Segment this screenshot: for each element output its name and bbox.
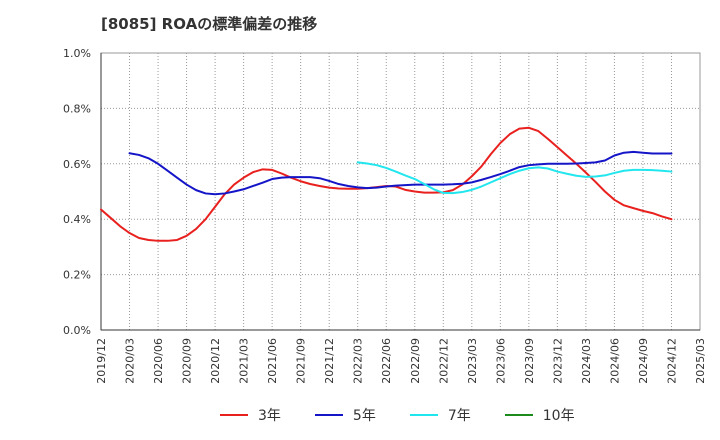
plot-frame [100, 52, 701, 331]
y-tick-label: 1.0% [63, 47, 91, 60]
series-line-5年 [128, 150, 673, 196]
x-tick-label: 2019/12 [95, 338, 108, 384]
x-tick-label: 2022/06 [380, 338, 393, 384]
y-tick-label: 0.6% [63, 158, 91, 171]
x-tick-label: 2022/03 [352, 338, 365, 384]
x-tick-label: 2024/12 [665, 338, 678, 384]
legend-swatch [220, 414, 248, 416]
legend-swatch [314, 414, 343, 416]
x-tick-label: 2020/12 [209, 338, 222, 384]
x-tick-label: 2024/09 [637, 338, 650, 384]
legend-item: 3年 [220, 405, 281, 425]
x-tick-label: 2020/06 [152, 338, 165, 384]
legend-swatch [504, 414, 533, 416]
legend-item: 5年 [314, 405, 376, 425]
chart-title: [8085] ROAの標準偏差の推移 [101, 15, 318, 33]
x-tick-label: 2025/03 [694, 338, 707, 384]
y-tick-label: 0.8% [63, 102, 91, 115]
x-tick-label: 2023/03 [466, 338, 479, 384]
legend-label: 3年 [258, 408, 281, 424]
x-tick-label: 2022/09 [409, 338, 422, 384]
legend-label: 7年 [447, 408, 471, 424]
x-tick-label: 2023/12 [551, 338, 564, 384]
x-tick-label: 2021/03 [238, 338, 251, 384]
series-line-7年 [356, 161, 673, 195]
x-tick-label: 2024/06 [608, 338, 621, 384]
legend-label: 5年 [352, 408, 376, 424]
grid-lines [101, 52, 700, 330]
x-tick-label: 2023/09 [523, 338, 536, 384]
x-tick-label: 2021/06 [266, 338, 279, 384]
x-tick-label: 2020/03 [124, 338, 137, 384]
x-tick-label: 2021/09 [295, 338, 308, 384]
legend-label: 10年 [542, 408, 575, 424]
y-tick-label: 0.0% [63, 324, 91, 337]
series-lines [100, 126, 673, 242]
legend-swatch [409, 414, 438, 416]
legend-item: 10年 [504, 405, 575, 425]
x-tick-label: 2020/09 [181, 338, 194, 384]
x-tick-label: 2024/03 [580, 338, 593, 384]
legend-item: 7年 [409, 405, 471, 425]
x-tick-label: 2022/12 [437, 338, 450, 384]
x-tick-label: 2023/06 [494, 338, 507, 384]
y-tick-label: 0.2% [63, 269, 91, 282]
legend: 3年 5年 7年 10年 [220, 405, 609, 425]
y-tick-label: 0.4% [63, 213, 91, 226]
axes [100, 52, 701, 331]
y-tick-labels: 0.0% 0.2% 0.4% 0.6% 0.8% 1.0% [63, 47, 91, 337]
x-tick-labels: 2019/12 2020/03 2020/06 2020/09 2020/12 2021/… [95, 338, 707, 384]
x-tick-label: 2021/12 [323, 338, 336, 384]
